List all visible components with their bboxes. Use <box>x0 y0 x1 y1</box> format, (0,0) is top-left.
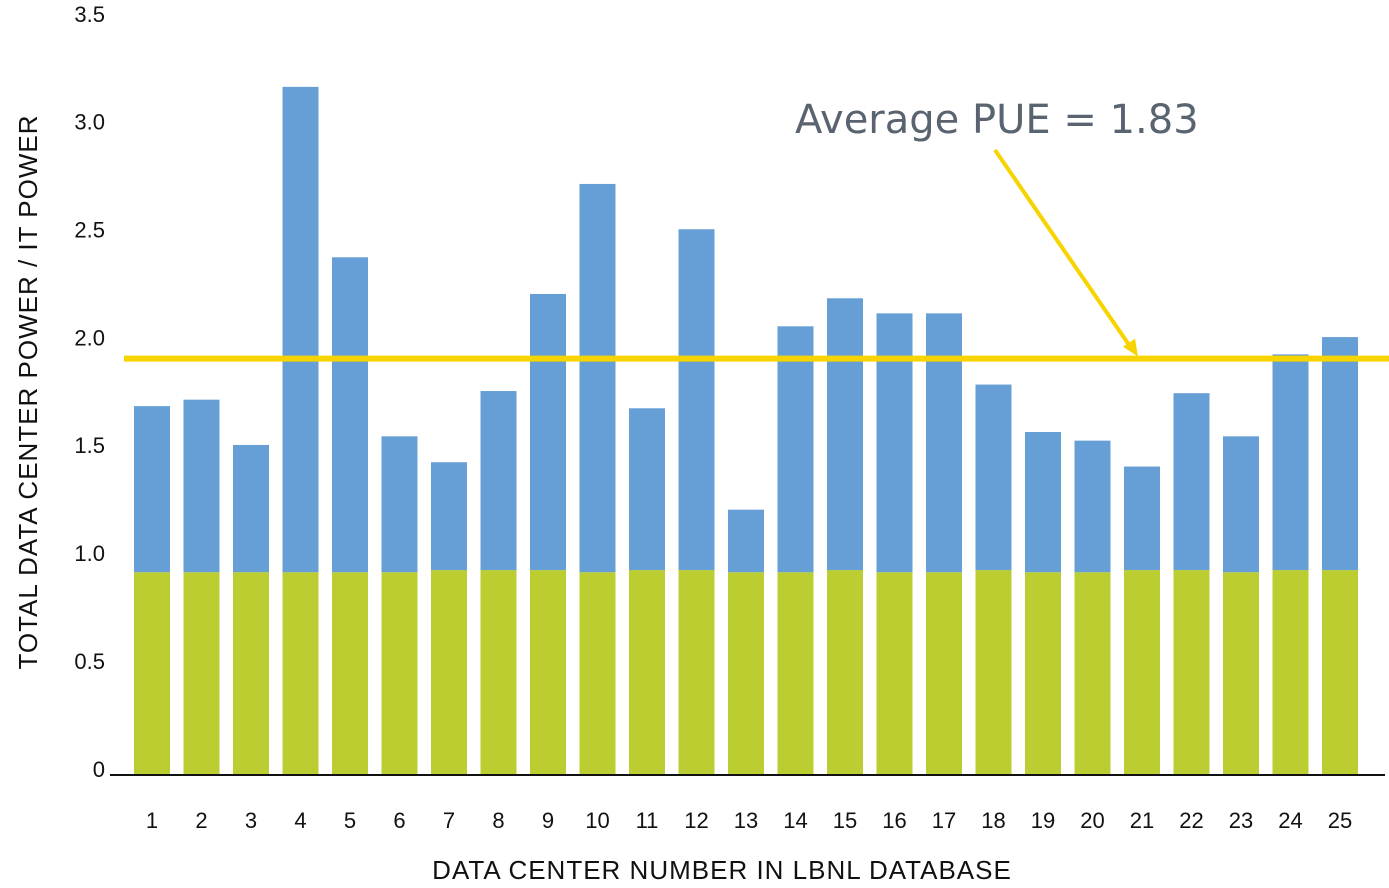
x-tick-label: 12 <box>684 808 708 833</box>
y-tick-label: 0.5 <box>74 649 105 674</box>
bar-segment <box>480 391 517 571</box>
x-tick-label: 7 <box>443 808 455 833</box>
bar-segment <box>777 572 814 775</box>
bar-segment <box>1322 337 1358 571</box>
bar-segment <box>1173 570 1210 775</box>
bar-segment <box>1223 436 1259 573</box>
bar-segment <box>233 444 269 573</box>
y-tick-label: 3.5 <box>74 2 105 27</box>
bar-segment <box>183 399 220 573</box>
y-axis-title: TOTAL DATA CENTER POWER / IT POWER <box>13 114 43 669</box>
arrow-head <box>1123 338 1138 357</box>
y-tick-label: 2.0 <box>74 325 105 350</box>
y-tick-label: 1.0 <box>74 541 105 566</box>
bar-segment <box>134 406 170 573</box>
bar-segment <box>579 183 616 573</box>
bar-segment <box>1074 572 1111 775</box>
bar-segment <box>1074 440 1111 573</box>
bar-segment <box>530 570 566 775</box>
bar-segment <box>827 298 863 571</box>
x-tick-label: 4 <box>294 808 306 833</box>
bar-segment <box>1124 466 1160 571</box>
bar-segment <box>975 570 1012 775</box>
bar-segment <box>381 436 418 573</box>
x-tick-label: 11 <box>636 808 659 833</box>
x-tick-label: 1 <box>146 808 158 833</box>
x-tick-label: 3 <box>245 808 257 833</box>
y-tick-label: 1.5 <box>74 433 105 458</box>
bar-segment <box>233 572 269 775</box>
x-tick-label: 20 <box>1080 808 1104 833</box>
x-tick-label: 15 <box>833 808 857 833</box>
x-tick-label: 25 <box>1328 808 1352 833</box>
bar-segment <box>530 293 566 571</box>
bar-segment <box>332 572 368 775</box>
bar-segment <box>431 462 467 571</box>
bar-segment <box>975 384 1012 571</box>
x-tick-label: 13 <box>734 808 758 833</box>
bar-segment <box>876 313 913 573</box>
x-axis-title: DATA CENTER NUMBER IN LBNL DATABASE <box>432 855 1012 885</box>
y-tick-label: 2.5 <box>74 218 105 243</box>
x-tick-label: 18 <box>981 808 1005 833</box>
x-tick-label: 6 <box>393 808 405 833</box>
bar-segment <box>282 572 319 775</box>
x-tick-label: 10 <box>585 808 609 833</box>
x-tick-label: 8 <box>492 808 504 833</box>
bar-segment <box>1223 572 1259 775</box>
bar-segment <box>777 326 814 573</box>
bar-segment <box>480 570 517 775</box>
bar-segment <box>332 257 368 573</box>
bar-segment <box>926 313 962 573</box>
bar-segment <box>1272 354 1309 571</box>
bar-segment <box>1025 572 1061 775</box>
arrow <box>993 148 1135 352</box>
bar-segment <box>728 509 764 573</box>
bar-segment <box>134 572 170 775</box>
bar-segment <box>1173 393 1210 571</box>
x-tick-label: 16 <box>882 808 906 833</box>
bar-segment <box>926 572 962 775</box>
bar-segment <box>1322 570 1358 775</box>
x-tick-label: 9 <box>542 808 554 833</box>
bar-segment <box>579 572 616 775</box>
x-tick-label: 14 <box>783 808 807 833</box>
bar-segment <box>629 408 665 571</box>
x-tick-label: 22 <box>1179 808 1203 833</box>
bar-segment <box>678 229 715 571</box>
x-tick-label: 21 <box>1130 808 1154 833</box>
bar-segment <box>629 570 665 775</box>
x-tick-label: 5 <box>344 808 356 833</box>
x-tick-label: 2 <box>195 808 207 833</box>
bar-segment <box>1272 570 1309 775</box>
bar-segment <box>678 570 715 775</box>
bar-segment <box>431 570 467 775</box>
bar-segment <box>183 572 220 775</box>
y-tick-label: 3.0 <box>74 110 105 135</box>
annotation: Average PUE = 1.83 <box>795 97 1199 143</box>
y-tick-label: 0 <box>93 757 105 782</box>
bar-segment <box>728 572 764 775</box>
x-tick-label: 17 <box>932 808 956 833</box>
bar-segment <box>827 570 863 775</box>
bar-segment <box>876 572 913 775</box>
x-tick-label: 19 <box>1031 808 1055 833</box>
x-tick-label: 23 <box>1229 808 1253 833</box>
bar-segment <box>381 572 418 775</box>
bar-segment <box>282 86 319 573</box>
bar-segment <box>1124 570 1160 775</box>
bar-segment <box>1025 432 1061 573</box>
x-tick-label: 24 <box>1278 808 1302 833</box>
